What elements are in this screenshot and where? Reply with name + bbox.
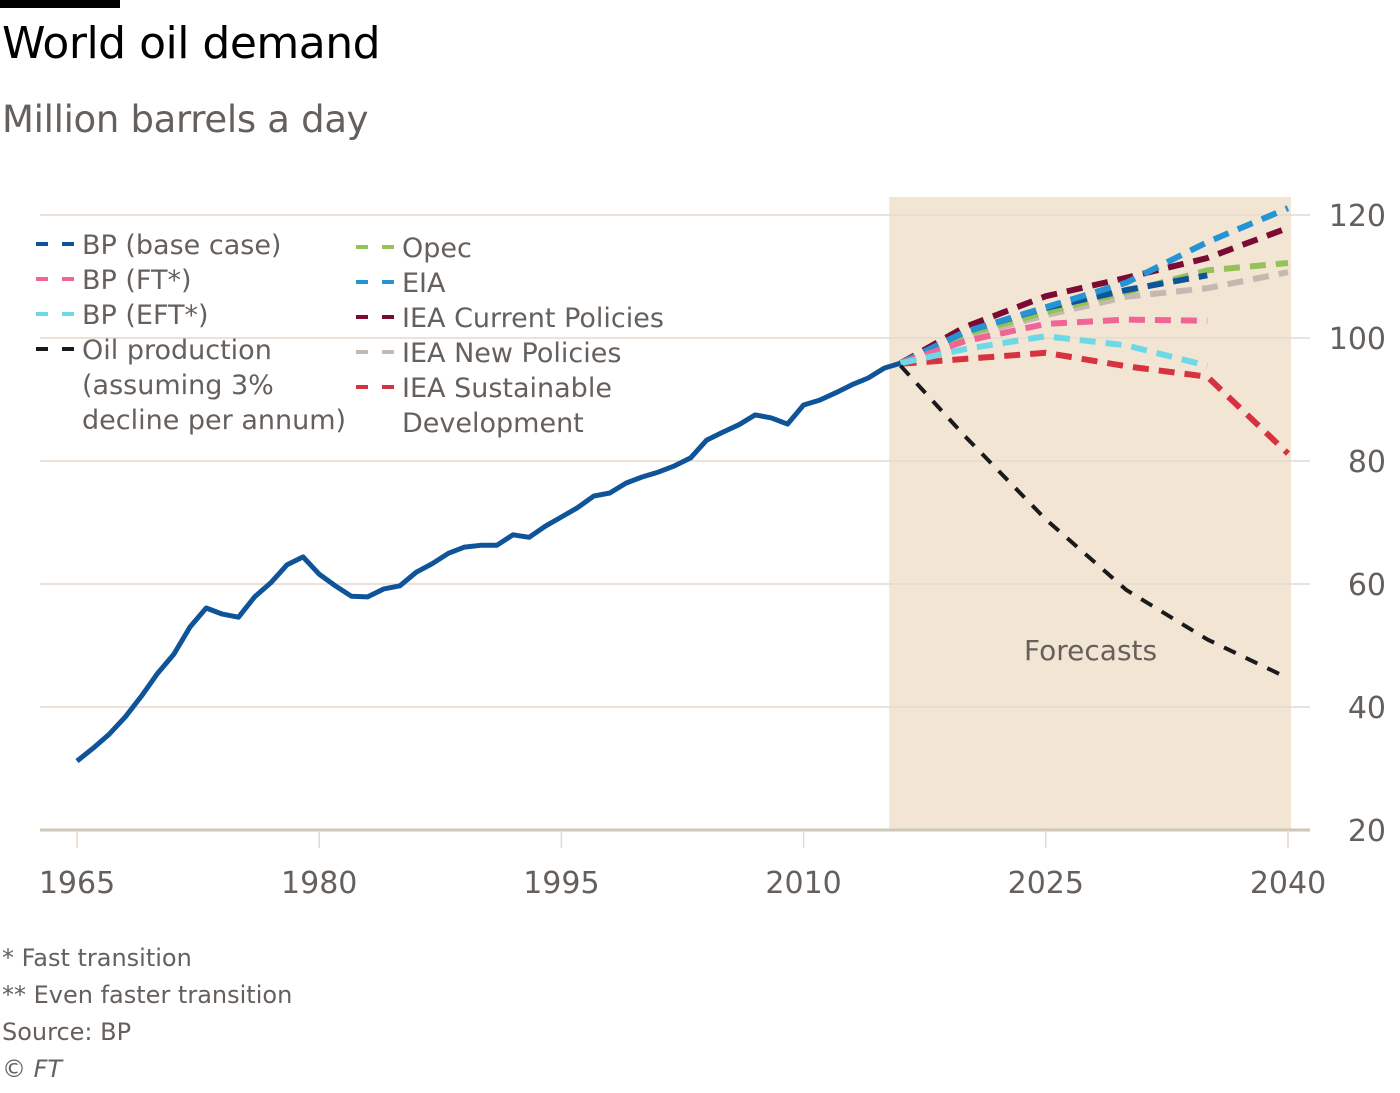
y-tick-label-120: 120 bbox=[1329, 199, 1386, 234]
footnotes: * Fast transition ** Even faster transit… bbox=[2, 940, 292, 1088]
legend-label: Development bbox=[402, 408, 584, 439]
x-tick-label-1995: 1995 bbox=[523, 866, 599, 901]
y-tick-label-100: 100 bbox=[1329, 322, 1386, 357]
legend-label: EIA bbox=[402, 268, 446, 299]
footnote-fast-transition: * Fast transition bbox=[2, 944, 192, 972]
legend-item-iea-current-policies: IEA Current Policies bbox=[356, 303, 664, 334]
footnote-even-faster-transition: ** Even faster transition bbox=[2, 981, 293, 1009]
gridlines bbox=[40, 214, 1310, 708]
series-line-historical-demand bbox=[75, 360, 902, 764]
series-line-eia bbox=[899, 205, 1290, 366]
legend-label: BP (FT*) bbox=[82, 265, 192, 296]
forecast-shading bbox=[889, 197, 1291, 830]
legend-label: IEA New Policies bbox=[402, 338, 621, 369]
chart-subtitle: Million barrels a day bbox=[2, 98, 369, 141]
series-line-bp-base-case bbox=[899, 272, 1208, 366]
legend-item-bp-ft: BP (FT*) bbox=[36, 265, 192, 296]
legend-label: BP (EFT*) bbox=[82, 300, 209, 331]
legend-label: decline per annum) bbox=[82, 405, 346, 436]
legend-label: Opec bbox=[402, 233, 472, 264]
x-tick-label-1980: 1980 bbox=[281, 866, 357, 901]
legend-item-iea-sustainable-development: IEA Sustainable Development bbox=[356, 373, 612, 439]
chart-title: World oil demand bbox=[2, 18, 381, 69]
legend-label: BP (base case) bbox=[82, 230, 281, 261]
legend: BP (base case) BP (FT*) BP (EFT*) Oil produ… bbox=[36, 230, 664, 439]
series-lines bbox=[75, 205, 1291, 764]
y-tick-label-80: 80 bbox=[1348, 445, 1386, 480]
series-line-iea-sustainable-development bbox=[900, 349, 1291, 456]
y-tick-label-40: 40 bbox=[1348, 691, 1386, 726]
x-tick-label-2040: 2040 bbox=[1250, 866, 1326, 901]
series-line-oil-production-assuming-3-decline-per-annum bbox=[899, 364, 1289, 680]
forecast-region: Forecasts bbox=[889, 197, 1291, 830]
legend-label: (assuming 3% bbox=[82, 370, 274, 401]
x-tick-label-1965: 1965 bbox=[39, 866, 115, 901]
legend-item-bp-eft: BP (EFT*) bbox=[36, 300, 209, 331]
legend-item-iea-new-policies: IEA New Policies bbox=[356, 338, 621, 369]
legend-item-eia: EIA bbox=[356, 268, 446, 299]
legend-item-oil-production-assuming-3-decline-per-annum: Oil production (assuming 3% decline per an… bbox=[36, 335, 346, 436]
header-accent-bar bbox=[0, 0, 120, 8]
source-note: Source: BP bbox=[2, 1018, 132, 1046]
x-tick-label-2010: 2010 bbox=[765, 866, 841, 901]
legend-label: Oil production bbox=[82, 335, 272, 366]
legend-item-opec: Opec bbox=[356, 233, 472, 264]
series-line-iea-current-policies bbox=[899, 225, 1290, 366]
legend-label: IEA Current Policies bbox=[402, 303, 664, 334]
copyright: © FT bbox=[2, 1055, 63, 1083]
y-tick-label-60: 60 bbox=[1348, 568, 1386, 603]
legend-item-bp-base-case: BP (base case) bbox=[36, 230, 281, 261]
y-tick-label-20: 20 bbox=[1348, 814, 1386, 849]
forecasts-label: Forecasts bbox=[1024, 634, 1157, 667]
x-tick-label-2025: 2025 bbox=[1008, 866, 1084, 901]
legend-label: IEA Sustainable bbox=[402, 373, 612, 404]
